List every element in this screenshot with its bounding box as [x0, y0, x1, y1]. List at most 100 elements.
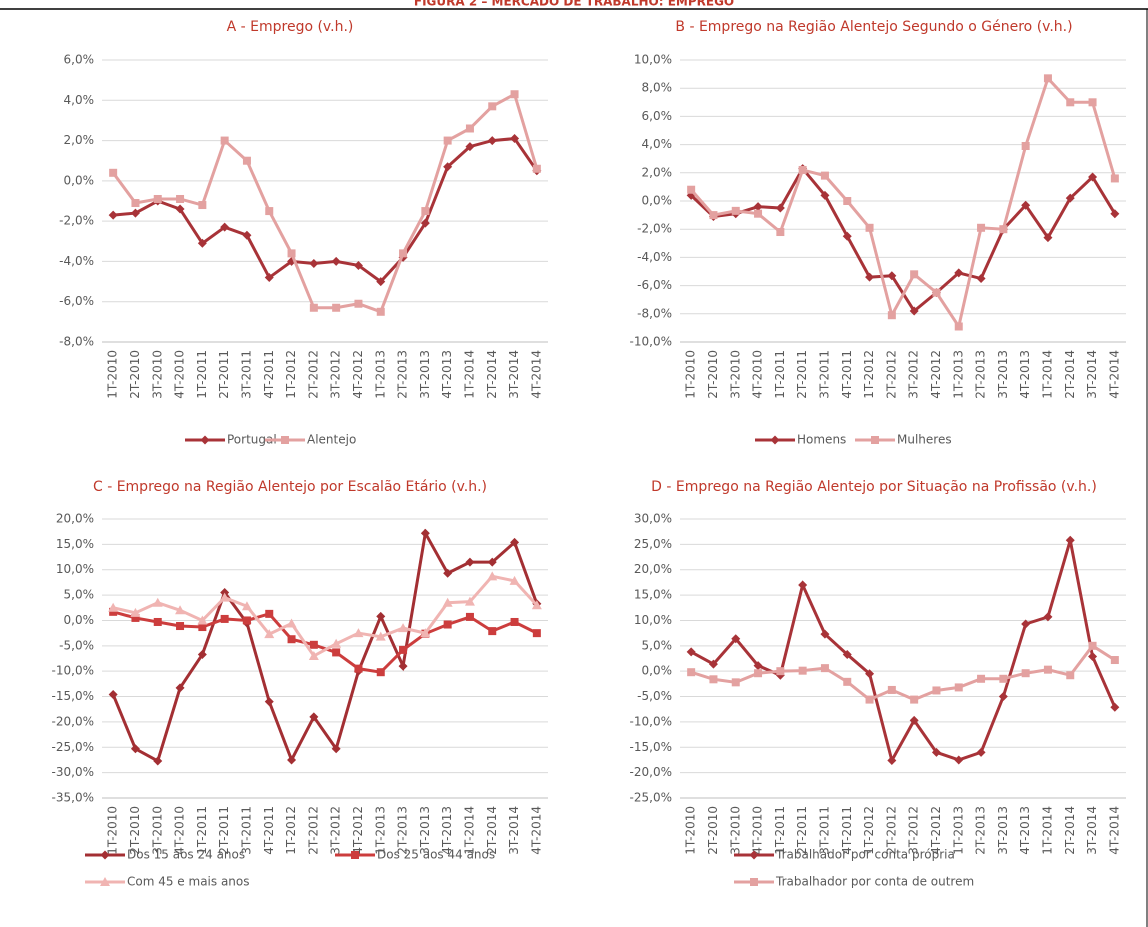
chart-title: A - Emprego (v.h.) — [227, 19, 354, 35]
marker — [887, 755, 897, 765]
x-tick-label: 2T-2011 — [217, 350, 231, 399]
marker — [776, 667, 785, 676]
marker — [398, 623, 409, 633]
y-tick-label: 0,0% — [64, 613, 95, 627]
x-tick-label: 4T-2011 — [262, 806, 276, 855]
legend-label: Com 45 e mais anos — [127, 875, 250, 889]
marker — [153, 617, 162, 626]
y-tick-label: 2,0% — [64, 133, 95, 147]
marker — [531, 600, 542, 610]
y-tick-label: -5,0% — [637, 689, 672, 703]
y-tick-label: -10,0% — [52, 664, 94, 678]
marker — [376, 277, 386, 287]
marker — [197, 649, 207, 659]
marker — [910, 695, 919, 704]
marker — [130, 744, 140, 754]
marker — [977, 674, 986, 683]
marker — [753, 661, 763, 671]
figure-title: FIGURA 2 – MERCADO DE TRABALHO: EMPREGO — [414, 0, 734, 9]
y-tick-label: -4,0% — [59, 254, 94, 268]
legend-marker — [770, 435, 780, 445]
x-tick-label: 1T-2010 — [106, 350, 120, 399]
marker — [309, 712, 319, 722]
x-tick-label: 2T-2014 — [1063, 806, 1077, 855]
x-tick-label: 4T-2011 — [840, 350, 854, 399]
marker — [1065, 535, 1075, 545]
x-tick-label: 1T-2012 — [284, 350, 298, 399]
marker — [443, 568, 453, 578]
marker — [309, 258, 319, 268]
marker — [376, 307, 385, 316]
x-tick-label: 2T-2010 — [706, 350, 720, 399]
x-tick-label: 1T-2014 — [1040, 806, 1054, 855]
marker — [465, 124, 474, 133]
marker — [420, 528, 430, 538]
marker — [731, 678, 740, 687]
x-tick-label: 2T-2012 — [884, 806, 898, 855]
series-line — [690, 165, 1117, 314]
y-tick-label: -15,0% — [52, 689, 94, 703]
legend-label: Mulheres — [897, 433, 952, 447]
marker — [820, 629, 830, 639]
marker — [443, 162, 453, 172]
marker — [420, 628, 431, 638]
legend-marker — [351, 851, 359, 859]
y-tick-label: 0,0% — [64, 173, 95, 187]
x-tick-label: 1T-2013 — [373, 806, 387, 855]
x-tick-label: 2T-2010 — [128, 350, 142, 399]
marker — [510, 90, 519, 99]
x-tick-label: 3T-2014 — [1085, 806, 1099, 855]
marker — [820, 664, 829, 673]
x-tick-label: 1T-2011 — [195, 350, 209, 399]
marker — [1110, 174, 1119, 183]
x-tick-label: 1T-2014 — [462, 806, 476, 855]
marker — [487, 571, 498, 581]
marker — [152, 597, 163, 607]
x-tick-label: 3T-2013 — [418, 350, 432, 399]
marker — [242, 230, 252, 240]
x-tick-label: 3T-2010 — [728, 350, 742, 399]
marker — [754, 669, 763, 678]
marker — [976, 747, 986, 757]
marker — [220, 136, 229, 145]
marker — [309, 303, 318, 312]
marker — [353, 628, 364, 638]
y-tick-label: -4,0% — [637, 250, 672, 264]
marker — [1021, 142, 1030, 151]
x-tick-label: 3T-2013 — [996, 350, 1010, 399]
marker — [176, 194, 185, 203]
marker — [354, 664, 363, 673]
series-line — [690, 75, 1117, 331]
y-tick-label: -6,0% — [59, 294, 94, 308]
marker — [220, 588, 230, 598]
marker — [532, 629, 541, 638]
marker — [153, 756, 163, 766]
marker — [108, 210, 118, 220]
marker — [309, 640, 318, 649]
marker — [308, 650, 319, 660]
marker — [153, 194, 162, 203]
marker — [842, 649, 852, 659]
x-tick-label: 2T-2012 — [306, 806, 320, 855]
marker — [1110, 656, 1119, 665]
marker — [265, 609, 274, 618]
marker — [1021, 669, 1030, 678]
y-tick-label: -20,0% — [52, 714, 94, 728]
legend-marker — [281, 436, 289, 444]
x-tick-label: 4T-2013 — [440, 806, 454, 855]
x-tick-label: 4T-2013 — [1018, 806, 1032, 855]
marker — [420, 218, 430, 228]
y-tick-label: 6,0% — [642, 109, 673, 123]
x-tick-label: 3T-2011 — [817, 806, 831, 855]
x-tick-label: 1T-2011 — [195, 806, 209, 855]
marker — [242, 616, 251, 625]
marker — [331, 638, 342, 648]
marker — [1043, 665, 1052, 674]
marker — [510, 134, 520, 144]
marker — [910, 270, 919, 279]
x-tick-label: 1T-2010 — [106, 806, 120, 855]
marker — [287, 755, 297, 765]
y-tick-label: -35,0% — [52, 791, 94, 805]
y-tick-label: 6,0% — [64, 53, 95, 67]
marker — [932, 686, 941, 695]
